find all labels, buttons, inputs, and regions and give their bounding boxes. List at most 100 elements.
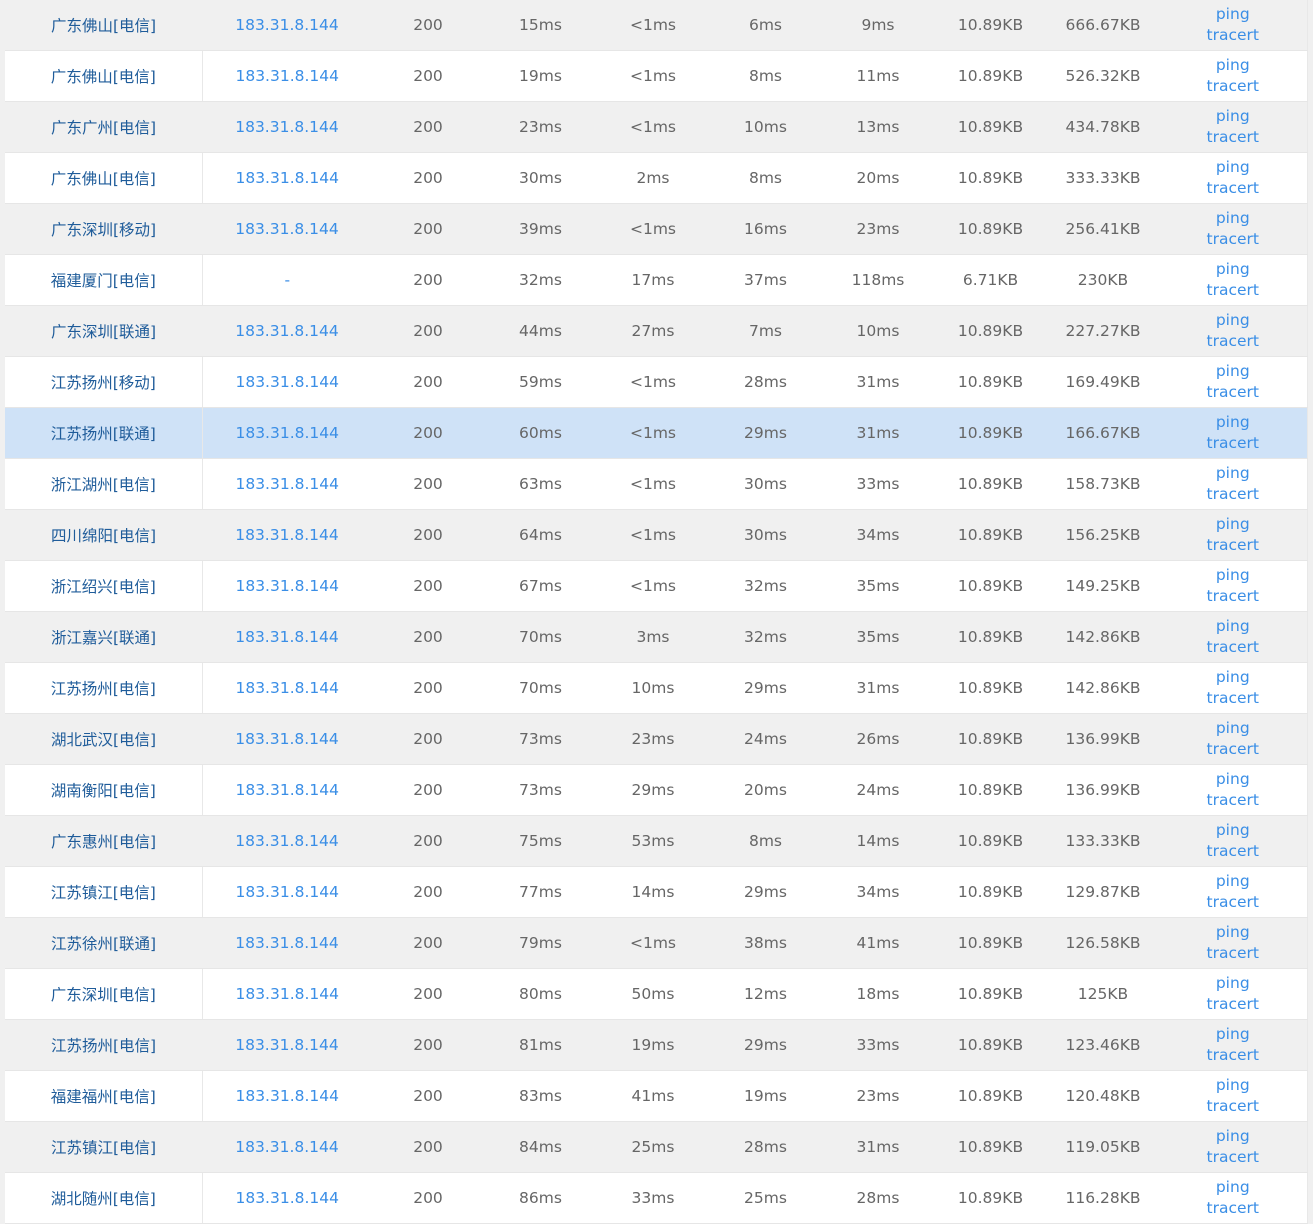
file-size-cell: 10.89KB xyxy=(934,356,1047,408)
download-speed-cell: 119.05KB xyxy=(1047,1121,1159,1173)
dns-time-cell: <1ms xyxy=(597,458,709,510)
file-size-cell: 10.89KB xyxy=(934,305,1047,357)
ping-link[interactable]: ping xyxy=(1215,770,1250,788)
file-size-cell: 10.89KB xyxy=(934,509,1047,561)
dns-time-cell: 25ms xyxy=(597,1121,709,1173)
dns-time-cell: <1ms xyxy=(597,509,709,561)
http-status-cell: 200 xyxy=(372,0,484,51)
table-row: 广东佛山[电信] 183.31.8.144 200 15ms <1ms 6ms 9ms 10.… xyxy=(5,0,1308,51)
tracert-link[interactable]: tracert xyxy=(1206,485,1259,503)
download-time-cell: 23ms xyxy=(822,203,934,255)
file-size-cell: 10.89KB xyxy=(934,1172,1047,1224)
ping-link[interactable]: ping xyxy=(1215,260,1250,278)
file-size-cell: 6.71KB xyxy=(934,254,1047,306)
file-size-cell: 10.89KB xyxy=(934,815,1047,867)
dns-time-cell: <1ms xyxy=(597,917,709,969)
actions-cell: ping tracert xyxy=(1159,407,1308,459)
download-time-cell: 31ms xyxy=(822,662,934,714)
location-cell: 广东佛山[电信] xyxy=(5,152,203,204)
tracert-link[interactable]: tracert xyxy=(1206,944,1259,962)
download-speed-cell: 129.87KB xyxy=(1047,866,1159,918)
ping-link[interactable]: ping xyxy=(1215,515,1250,533)
ping-link[interactable]: ping xyxy=(1215,1178,1250,1196)
table-row: 广东佛山[电信] 183.31.8.144 200 30ms 2ms 8ms 20ms 10.… xyxy=(5,152,1308,204)
http-status-cell: 200 xyxy=(372,458,484,510)
connect-time-cell: 29ms xyxy=(709,407,822,459)
tracert-link[interactable]: tracert xyxy=(1206,383,1259,401)
connect-time-cell: 29ms xyxy=(709,1019,822,1071)
total-time-cell: 60ms xyxy=(484,407,597,459)
tracert-link[interactable]: tracert xyxy=(1206,230,1259,248)
tracert-link[interactable]: tracert xyxy=(1206,1148,1259,1166)
location-cell: 浙江绍兴[电信] xyxy=(5,560,203,612)
tracert-link[interactable]: tracert xyxy=(1206,689,1259,707)
ping-link[interactable]: ping xyxy=(1215,821,1250,839)
file-size-cell: 10.89KB xyxy=(934,1019,1047,1071)
ping-link[interactable]: ping xyxy=(1215,668,1250,686)
download-time-cell: 31ms xyxy=(822,1121,934,1173)
file-size-cell: 10.89KB xyxy=(934,152,1047,204)
total-time-cell: 23ms xyxy=(484,101,597,153)
ping-link[interactable]: ping xyxy=(1215,209,1250,227)
tracert-link[interactable]: tracert xyxy=(1206,179,1259,197)
actions-cell: ping tracert xyxy=(1159,0,1308,51)
total-time-cell: 70ms xyxy=(484,611,597,663)
dns-time-cell: 23ms xyxy=(597,713,709,765)
tracert-link[interactable]: tracert xyxy=(1206,536,1259,554)
table-row: 湖南衡阳[电信] 183.31.8.144 200 73ms 29ms 20ms 24ms 1… xyxy=(5,764,1308,816)
ping-link[interactable]: ping xyxy=(1215,974,1250,992)
ping-link[interactable]: ping xyxy=(1215,413,1250,431)
tracert-link[interactable]: tracert xyxy=(1206,26,1259,44)
download-speed-cell: 126.58KB xyxy=(1047,917,1159,969)
download-speed-cell: 123.46KB xyxy=(1047,1019,1159,1071)
table-row: 江苏徐州[联通] 183.31.8.144 200 79ms <1ms 38ms 41ms 1… xyxy=(5,917,1308,969)
tracert-link[interactable]: tracert xyxy=(1206,1046,1259,1064)
connect-time-cell: 28ms xyxy=(709,1121,822,1173)
ping-link[interactable]: ping xyxy=(1215,464,1250,482)
tracert-link[interactable]: tracert xyxy=(1206,842,1259,860)
connect-time-cell: 19ms xyxy=(709,1070,822,1122)
location-cell: 江苏扬州[电信] xyxy=(5,662,203,714)
tracert-link[interactable]: tracert xyxy=(1206,740,1259,758)
tracert-link[interactable]: tracert xyxy=(1206,587,1259,605)
ping-link[interactable]: ping xyxy=(1215,872,1250,890)
download-speed-cell: 227.27KB xyxy=(1047,305,1159,357)
connect-time-cell: 12ms xyxy=(709,968,822,1020)
ping-link[interactable]: ping xyxy=(1215,362,1250,380)
dns-time-cell: <1ms xyxy=(597,203,709,255)
ping-link[interactable]: ping xyxy=(1215,56,1250,74)
table-row: 福建福州[电信] 183.31.8.144 200 83ms 41ms 19ms 23ms 1… xyxy=(5,1070,1308,1122)
tracert-link[interactable]: tracert xyxy=(1206,995,1259,1013)
tracert-link[interactable]: tracert xyxy=(1206,638,1259,656)
ping-link[interactable]: ping xyxy=(1215,617,1250,635)
tracert-link[interactable]: tracert xyxy=(1206,893,1259,911)
dns-time-cell: 41ms xyxy=(597,1070,709,1122)
table-row: 江苏扬州[电信] 183.31.8.144 200 70ms 10ms 29ms 31ms 1… xyxy=(5,662,1308,714)
ping-link[interactable]: ping xyxy=(1215,566,1250,584)
tracert-link[interactable]: tracert xyxy=(1206,281,1259,299)
ping-link[interactable]: ping xyxy=(1215,5,1250,23)
file-size-cell: 10.89KB xyxy=(934,203,1047,255)
download-speed-cell: 158.73KB xyxy=(1047,458,1159,510)
ping-link[interactable]: ping xyxy=(1215,923,1250,941)
ping-link[interactable]: ping xyxy=(1215,719,1250,737)
ping-link[interactable]: ping xyxy=(1215,107,1250,125)
tracert-link[interactable]: tracert xyxy=(1206,332,1259,350)
ping-link[interactable]: ping xyxy=(1215,1127,1250,1145)
table-row: 浙江绍兴[电信] 183.31.8.144 200 67ms <1ms 32ms 35ms 1… xyxy=(5,560,1308,612)
actions-cell: ping tracert xyxy=(1159,611,1308,663)
tracert-link[interactable]: tracert xyxy=(1206,1199,1259,1217)
ping-link[interactable]: ping xyxy=(1215,1076,1250,1094)
tracert-link[interactable]: tracert xyxy=(1206,1097,1259,1115)
tracert-link[interactable]: tracert xyxy=(1206,77,1259,95)
tracert-link[interactable]: tracert xyxy=(1206,791,1259,809)
http-status-cell: 200 xyxy=(372,968,484,1020)
tracert-link[interactable]: tracert xyxy=(1206,434,1259,452)
ping-link[interactable]: ping xyxy=(1215,311,1250,329)
ping-link[interactable]: ping xyxy=(1215,158,1250,176)
ping-link[interactable]: ping xyxy=(1215,1025,1250,1043)
http-status-cell: 200 xyxy=(372,713,484,765)
file-size-cell: 10.89KB xyxy=(934,713,1047,765)
ip-address-cell: 183.31.8.144 xyxy=(202,1172,372,1224)
tracert-link[interactable]: tracert xyxy=(1206,128,1259,146)
